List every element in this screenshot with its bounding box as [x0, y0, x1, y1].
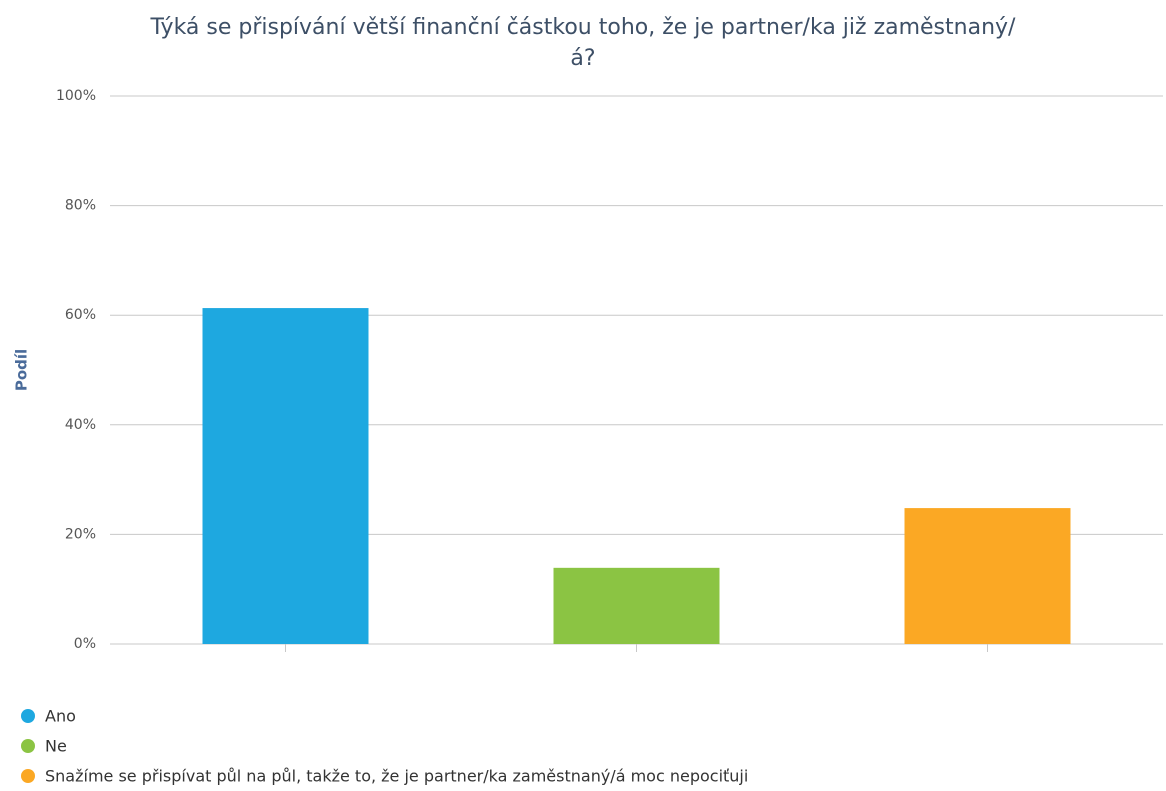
y-tick-label: 40% — [65, 417, 96, 433]
y-tick-label: 100% — [56, 88, 96, 104]
chart-title: Týká se přispívání větší finanční částko… — [150, 15, 1016, 71]
y-tick-label: 0% — [74, 636, 96, 652]
legend-label: Ano — [45, 707, 76, 726]
legend-marker — [21, 769, 35, 783]
bar — [904, 508, 1071, 644]
bar — [202, 308, 369, 644]
y-tick-label: 20% — [65, 526, 96, 542]
y-axis-label: Podíl — [13, 349, 31, 391]
bar — [553, 567, 720, 644]
y-tick-label: 60% — [65, 307, 96, 323]
legend-label: Snažíme se přispívat půl na půl, takže t… — [45, 767, 748, 786]
legend-marker — [21, 709, 35, 723]
legend-label: Ne — [45, 737, 67, 756]
y-tick-label: 80% — [65, 198, 96, 214]
legend-marker — [21, 739, 35, 753]
